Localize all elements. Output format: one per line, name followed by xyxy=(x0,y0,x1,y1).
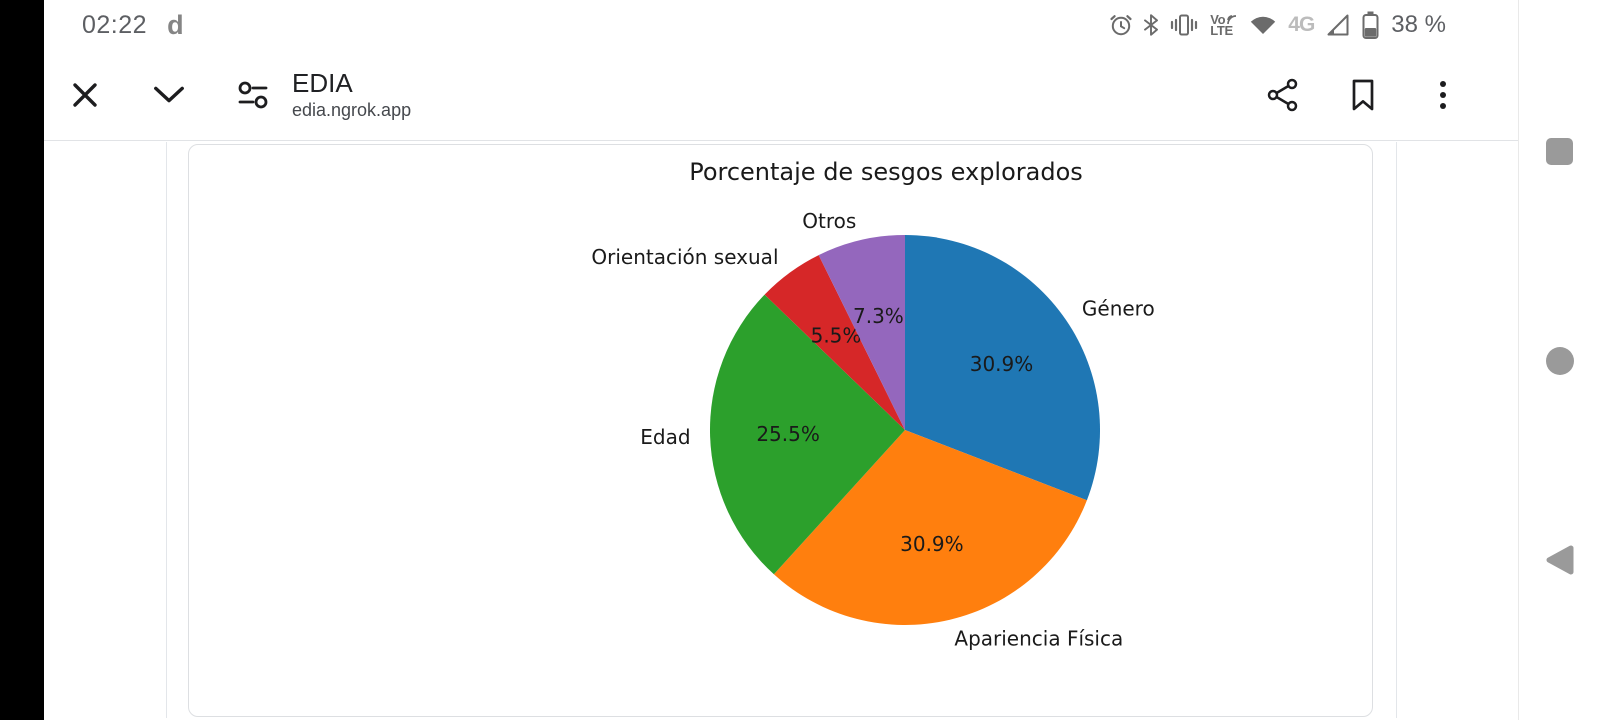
status-bar-icons: Vo LTE 4G 38 % xyxy=(1109,11,1446,39)
signal-icon xyxy=(1327,14,1349,36)
chart-card xyxy=(188,144,1373,717)
close-button[interactable] xyxy=(68,78,102,112)
browser-toolbar: EDIA edia.ngrok.app xyxy=(44,50,1518,141)
share-button[interactable] xyxy=(1266,78,1300,112)
clock-text: 02:22 xyxy=(82,10,148,39)
home-circle-icon xyxy=(1545,347,1574,375)
toolbar-left xyxy=(68,78,270,112)
status-bar: 02:22 d Vo LTE xyxy=(44,0,1518,50)
volte-waves-icon xyxy=(1227,15,1237,25)
volte-top-text: Vo xyxy=(1210,12,1226,27)
collapse-button[interactable] xyxy=(152,78,186,112)
share-icon xyxy=(1267,78,1298,112)
page-divider-right xyxy=(1396,142,1397,718)
page-title-group: EDIA edia.ngrok.app xyxy=(292,68,411,122)
volte-icon: Vo LTE xyxy=(1210,12,1238,38)
volte-bottom-text: LTE xyxy=(1210,23,1233,38)
page-url: edia.ngrok.app xyxy=(292,100,412,120)
wifi-icon xyxy=(1251,16,1276,34)
android-navbar xyxy=(1519,0,1600,720)
tune-icon xyxy=(238,81,268,109)
bluetooth-icon xyxy=(1144,14,1159,36)
menu-button[interactable] xyxy=(1426,78,1460,112)
vibrate-icon xyxy=(1171,14,1198,36)
recents-square-icon xyxy=(1546,138,1573,165)
home-button[interactable] xyxy=(1519,347,1600,375)
status-bar-left: 02:22 d xyxy=(82,11,184,40)
close-icon xyxy=(73,83,97,107)
battery-icon xyxy=(1362,11,1379,39)
kebab-menu-icon xyxy=(1440,81,1446,109)
network-4g-label: 4G xyxy=(1288,13,1315,36)
navbar-divider xyxy=(1518,0,1519,720)
bookmark-icon xyxy=(1352,79,1374,111)
alarm-icon xyxy=(1110,15,1132,36)
bookmark-button[interactable] xyxy=(1346,78,1380,112)
page-title: EDIA xyxy=(292,68,353,98)
back-triangle-icon xyxy=(1546,545,1573,575)
back-button[interactable] xyxy=(1519,544,1600,576)
notification-icon: d xyxy=(167,9,184,40)
tune-button[interactable] xyxy=(236,78,270,112)
chevron-down-icon xyxy=(154,86,184,103)
recents-button[interactable] xyxy=(1519,138,1600,165)
battery-percent-text: 38 % xyxy=(1391,11,1446,38)
toolbar-right xyxy=(1266,78,1460,112)
camera-cutout xyxy=(0,0,44,720)
page-divider-left xyxy=(166,142,167,718)
